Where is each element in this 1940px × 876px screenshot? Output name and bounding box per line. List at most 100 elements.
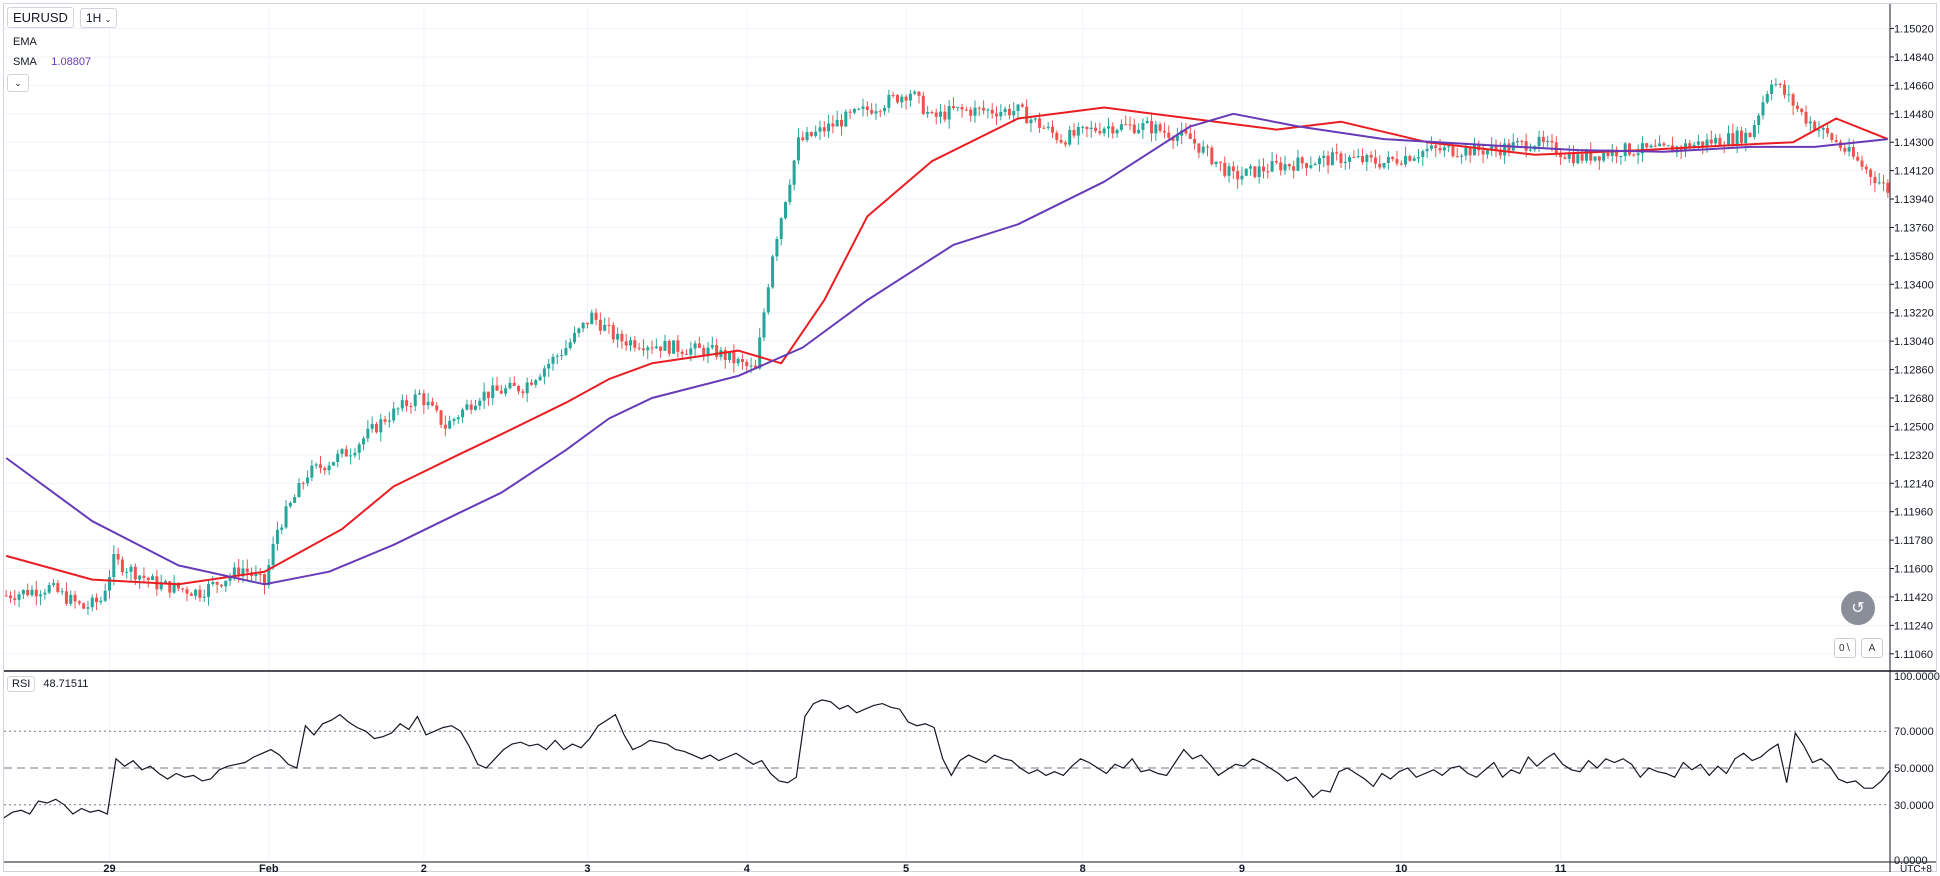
candle-body — [1025, 106, 1029, 124]
candle-body — [1356, 156, 1360, 158]
candle-body — [921, 95, 925, 114]
candle-body — [1193, 138, 1197, 144]
candle-body — [499, 390, 503, 394]
candle-body — [1305, 163, 1309, 168]
candle-body — [392, 408, 396, 421]
candle-body — [1761, 102, 1765, 116]
candle-body — [792, 160, 796, 185]
candle-body — [1050, 126, 1055, 133]
candle-body — [1361, 156, 1365, 163]
candle-body — [521, 391, 525, 394]
candle-body — [1038, 118, 1042, 128]
candle-body — [1705, 139, 1709, 147]
candle-body — [1503, 143, 1507, 156]
candle-body — [1847, 147, 1851, 152]
candle-body — [728, 352, 732, 360]
candle-body — [663, 341, 667, 351]
candle-body — [680, 351, 684, 354]
candle-body — [857, 108, 861, 110]
candle-body — [133, 566, 137, 580]
price-tick-label: 1.14840 — [1894, 52, 1934, 64]
candle-body — [1813, 121, 1817, 131]
candle-body — [129, 566, 133, 572]
candle-body — [344, 449, 348, 457]
candle-body — [891, 94, 895, 96]
candle-body — [1869, 169, 1873, 177]
candle-body — [1300, 157, 1304, 164]
candle-body — [336, 453, 340, 462]
candle-body — [387, 420, 391, 422]
candle-body — [1201, 146, 1205, 153]
candle-body — [1098, 131, 1102, 134]
interval-button[interactable]: 1H ⌄ — [79, 7, 118, 28]
candle-body — [1735, 130, 1739, 145]
candle-body — [861, 106, 865, 109]
candle-body — [874, 111, 878, 114]
candle-body — [245, 568, 249, 573]
candle-body — [818, 127, 822, 132]
candle-body — [448, 420, 452, 429]
timezone-label[interactable]: UTC+8 — [1900, 864, 1932, 875]
candle-body — [654, 346, 658, 349]
candle-body — [1210, 147, 1214, 165]
candle-body — [1460, 155, 1464, 157]
candle-body — [327, 465, 331, 471]
price-tick-label: 1.13580 — [1894, 251, 1934, 263]
price-tick-label: 1.12320 — [1894, 450, 1934, 462]
candle-body — [1627, 143, 1631, 155]
time-tick-label: 5 — [903, 863, 909, 875]
sma-legend[interactable]: SMA 1.08807 — [7, 56, 117, 68]
candle-body — [215, 582, 219, 585]
candle-body — [21, 589, 25, 595]
candle-body — [1589, 150, 1593, 161]
candle-body — [1145, 121, 1149, 124]
candle-body — [1218, 161, 1222, 163]
candle-body — [1748, 132, 1752, 138]
candle-body — [310, 465, 314, 478]
candle-body — [267, 565, 271, 586]
candle-body — [684, 353, 688, 355]
candle-body — [1029, 119, 1033, 124]
candle-body — [1606, 153, 1610, 157]
candle-body — [904, 96, 908, 101]
candle-body — [1141, 123, 1145, 130]
candle-body — [1085, 126, 1089, 130]
candle-body — [1399, 163, 1403, 165]
log-scale-icon[interactable]: 0∖ — [1834, 638, 1856, 658]
rsi-tick-label: 100.0000 — [1894, 671, 1940, 683]
candle-body — [430, 401, 434, 406]
candle-body — [426, 401, 430, 406]
candle-body — [1795, 105, 1799, 109]
candle-body — [482, 391, 486, 401]
candle-body — [1834, 139, 1838, 142]
scroll-to-realtime-icon[interactable]: ↺ — [1841, 591, 1875, 625]
chart-legend: EURUSD 1H ⌄ EMA SMA 1.08807 ⌄ — [7, 7, 118, 92]
price-tick-label: 1.11420 — [1894, 592, 1933, 604]
candle-body — [594, 312, 598, 320]
rsi-label[interactable]: RSI — [7, 676, 36, 692]
candle-body — [1580, 154, 1584, 161]
symbol-label[interactable]: EURUSD — [7, 7, 74, 28]
candle-body — [508, 382, 512, 389]
auto-scale-icon[interactable]: A — [1861, 638, 1883, 658]
candle-body — [293, 497, 297, 503]
rsi-tick-label: 50.0000 — [1894, 763, 1934, 775]
candle-body — [1434, 145, 1438, 148]
candle-body — [1826, 128, 1830, 134]
candle-body — [405, 400, 409, 407]
candle-body — [1744, 132, 1748, 143]
candle-body — [297, 483, 301, 498]
candle-body — [1856, 156, 1860, 161]
candle-body — [1752, 125, 1756, 138]
candle-body — [1800, 108, 1804, 112]
candle-body — [306, 477, 310, 484]
collapse-legend-button[interactable]: ⌄ — [7, 74, 29, 92]
candle-body — [1408, 156, 1412, 161]
candle-body — [224, 580, 228, 587]
price-tick-label: 1.11600 — [1894, 564, 1933, 576]
candle-body — [1658, 143, 1662, 147]
ema-legend[interactable]: EMA — [7, 36, 117, 48]
candle-body — [323, 467, 327, 471]
candle-body — [1339, 153, 1343, 164]
